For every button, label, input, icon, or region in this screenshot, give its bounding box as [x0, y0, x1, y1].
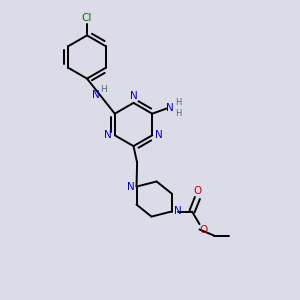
- Text: O: O: [199, 225, 207, 235]
- Text: N: N: [174, 206, 182, 217]
- Text: Cl: Cl: [82, 13, 92, 23]
- Text: N: N: [92, 90, 99, 100]
- Text: H: H: [175, 98, 182, 107]
- Text: N: N: [166, 103, 174, 113]
- Text: N: N: [155, 130, 163, 140]
- Text: N: N: [130, 91, 137, 101]
- Text: H: H: [100, 85, 107, 94]
- Text: N: N: [127, 182, 134, 192]
- Text: N: N: [104, 130, 112, 140]
- Text: O: O: [193, 186, 202, 197]
- Text: H: H: [175, 109, 182, 118]
